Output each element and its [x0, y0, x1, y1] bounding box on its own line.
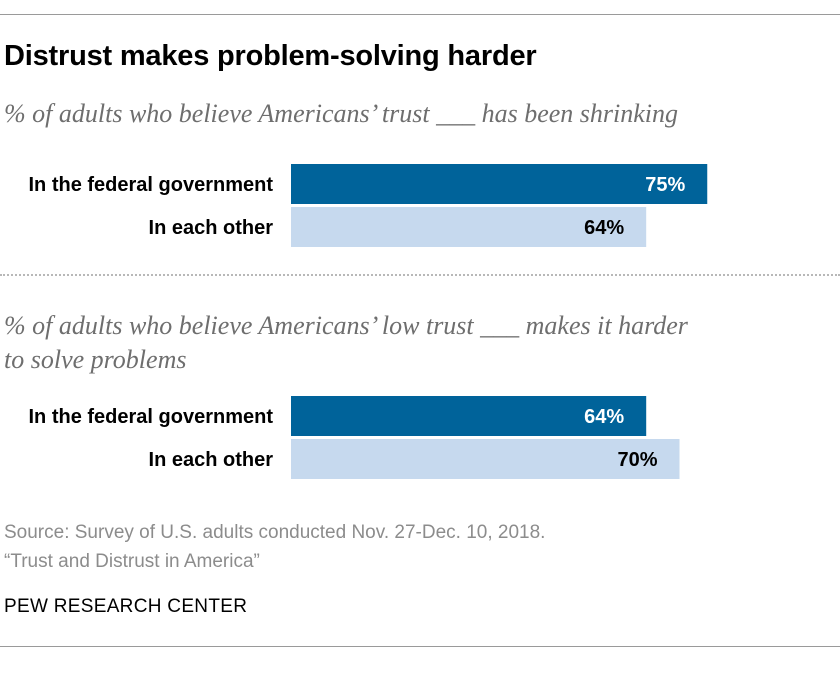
value-label: 64% [584, 406, 624, 428]
value-label: 70% [617, 449, 657, 471]
brand-name: PEW RESEARCH CENTER [4, 596, 248, 617]
bar-panel2-federal-government [291, 396, 647, 436]
category-label: In each other [149, 217, 274, 239]
value-label: 75% [645, 174, 685, 196]
category-label: In each other [149, 449, 274, 471]
bar-panel1-each-other [291, 207, 647, 247]
bar-panel1-federal-government [291, 164, 708, 204]
source-note: Source: Survey of U.S. adults conducted … [4, 518, 545, 576]
top-rule [0, 14, 840, 15]
panel-2-subtitle-line-2: to solve problems [4, 345, 187, 374]
category-label: In the federal government [29, 174, 274, 196]
source-line-2: “Trust and Distrust in America” [4, 551, 260, 572]
bottom-rule [0, 646, 840, 647]
chart-title: Distrust makes problem-solving harder [4, 40, 537, 72]
bar-panel2-each-other [291, 439, 680, 479]
value-label: 64% [584, 217, 624, 239]
panel-divider [0, 274, 840, 276]
source-line-1: Source: Survey of U.S. adults conducted … [4, 522, 546, 543]
category-label: In the federal government [29, 406, 274, 428]
panel-1-subtitle-line-1: % of adults who believe Americans’ trust… [4, 99, 679, 128]
panel-2-subtitle-line-1: % of adults who believe Americans’ low t… [4, 311, 688, 340]
